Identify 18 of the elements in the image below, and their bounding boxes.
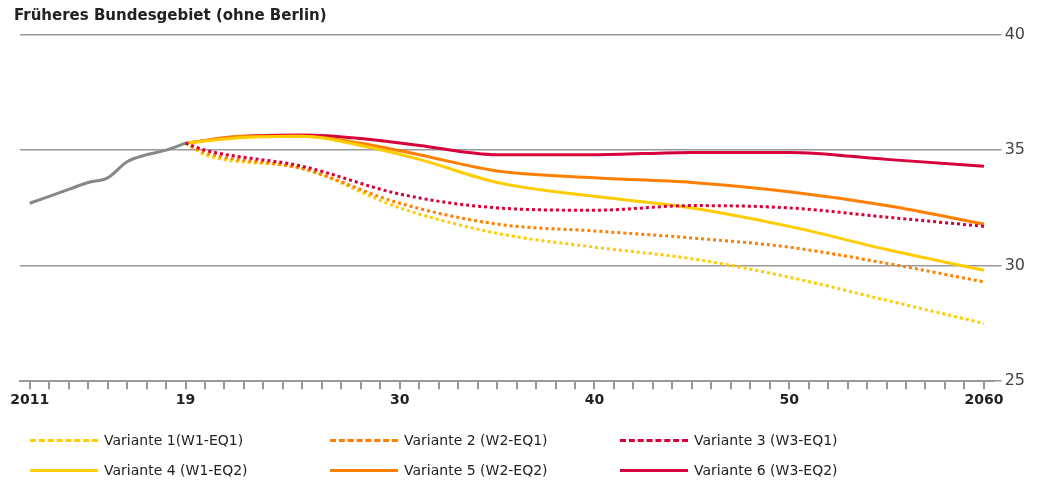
legend-label: Variante 6 (W3-EQ2) [694,462,838,478]
chart-title: Früheres Bundesgebiet (ohne Berlin) [14,6,327,24]
x-tick-label: 2060 [964,391,1004,408]
legend-label: Variante 1(W1-EQ1) [104,432,244,448]
x-tick-label: 2011 [10,391,50,408]
y-tick-label: 40 [1004,23,1025,43]
x-tick-label: 50 [779,391,800,408]
y-tick-label: 35 [1004,139,1025,159]
x-tick-label: 19 [175,391,196,408]
x-tick-label: 40 [584,391,605,408]
legend-label: Variante 4 (W1-EQ2) [104,462,248,478]
legend-label: Variante 2 (W2-EQ1) [404,432,548,448]
legend-label: Variante 3 (W3-EQ1) [694,432,838,448]
x-tick-label: 30 [389,391,410,408]
y-tick-label: 30 [1004,254,1025,274]
line-series [28,141,188,205]
legend-label: Variante 5 (W2-EQ2) [404,462,548,478]
y-tick-label: 25 [1004,370,1025,390]
